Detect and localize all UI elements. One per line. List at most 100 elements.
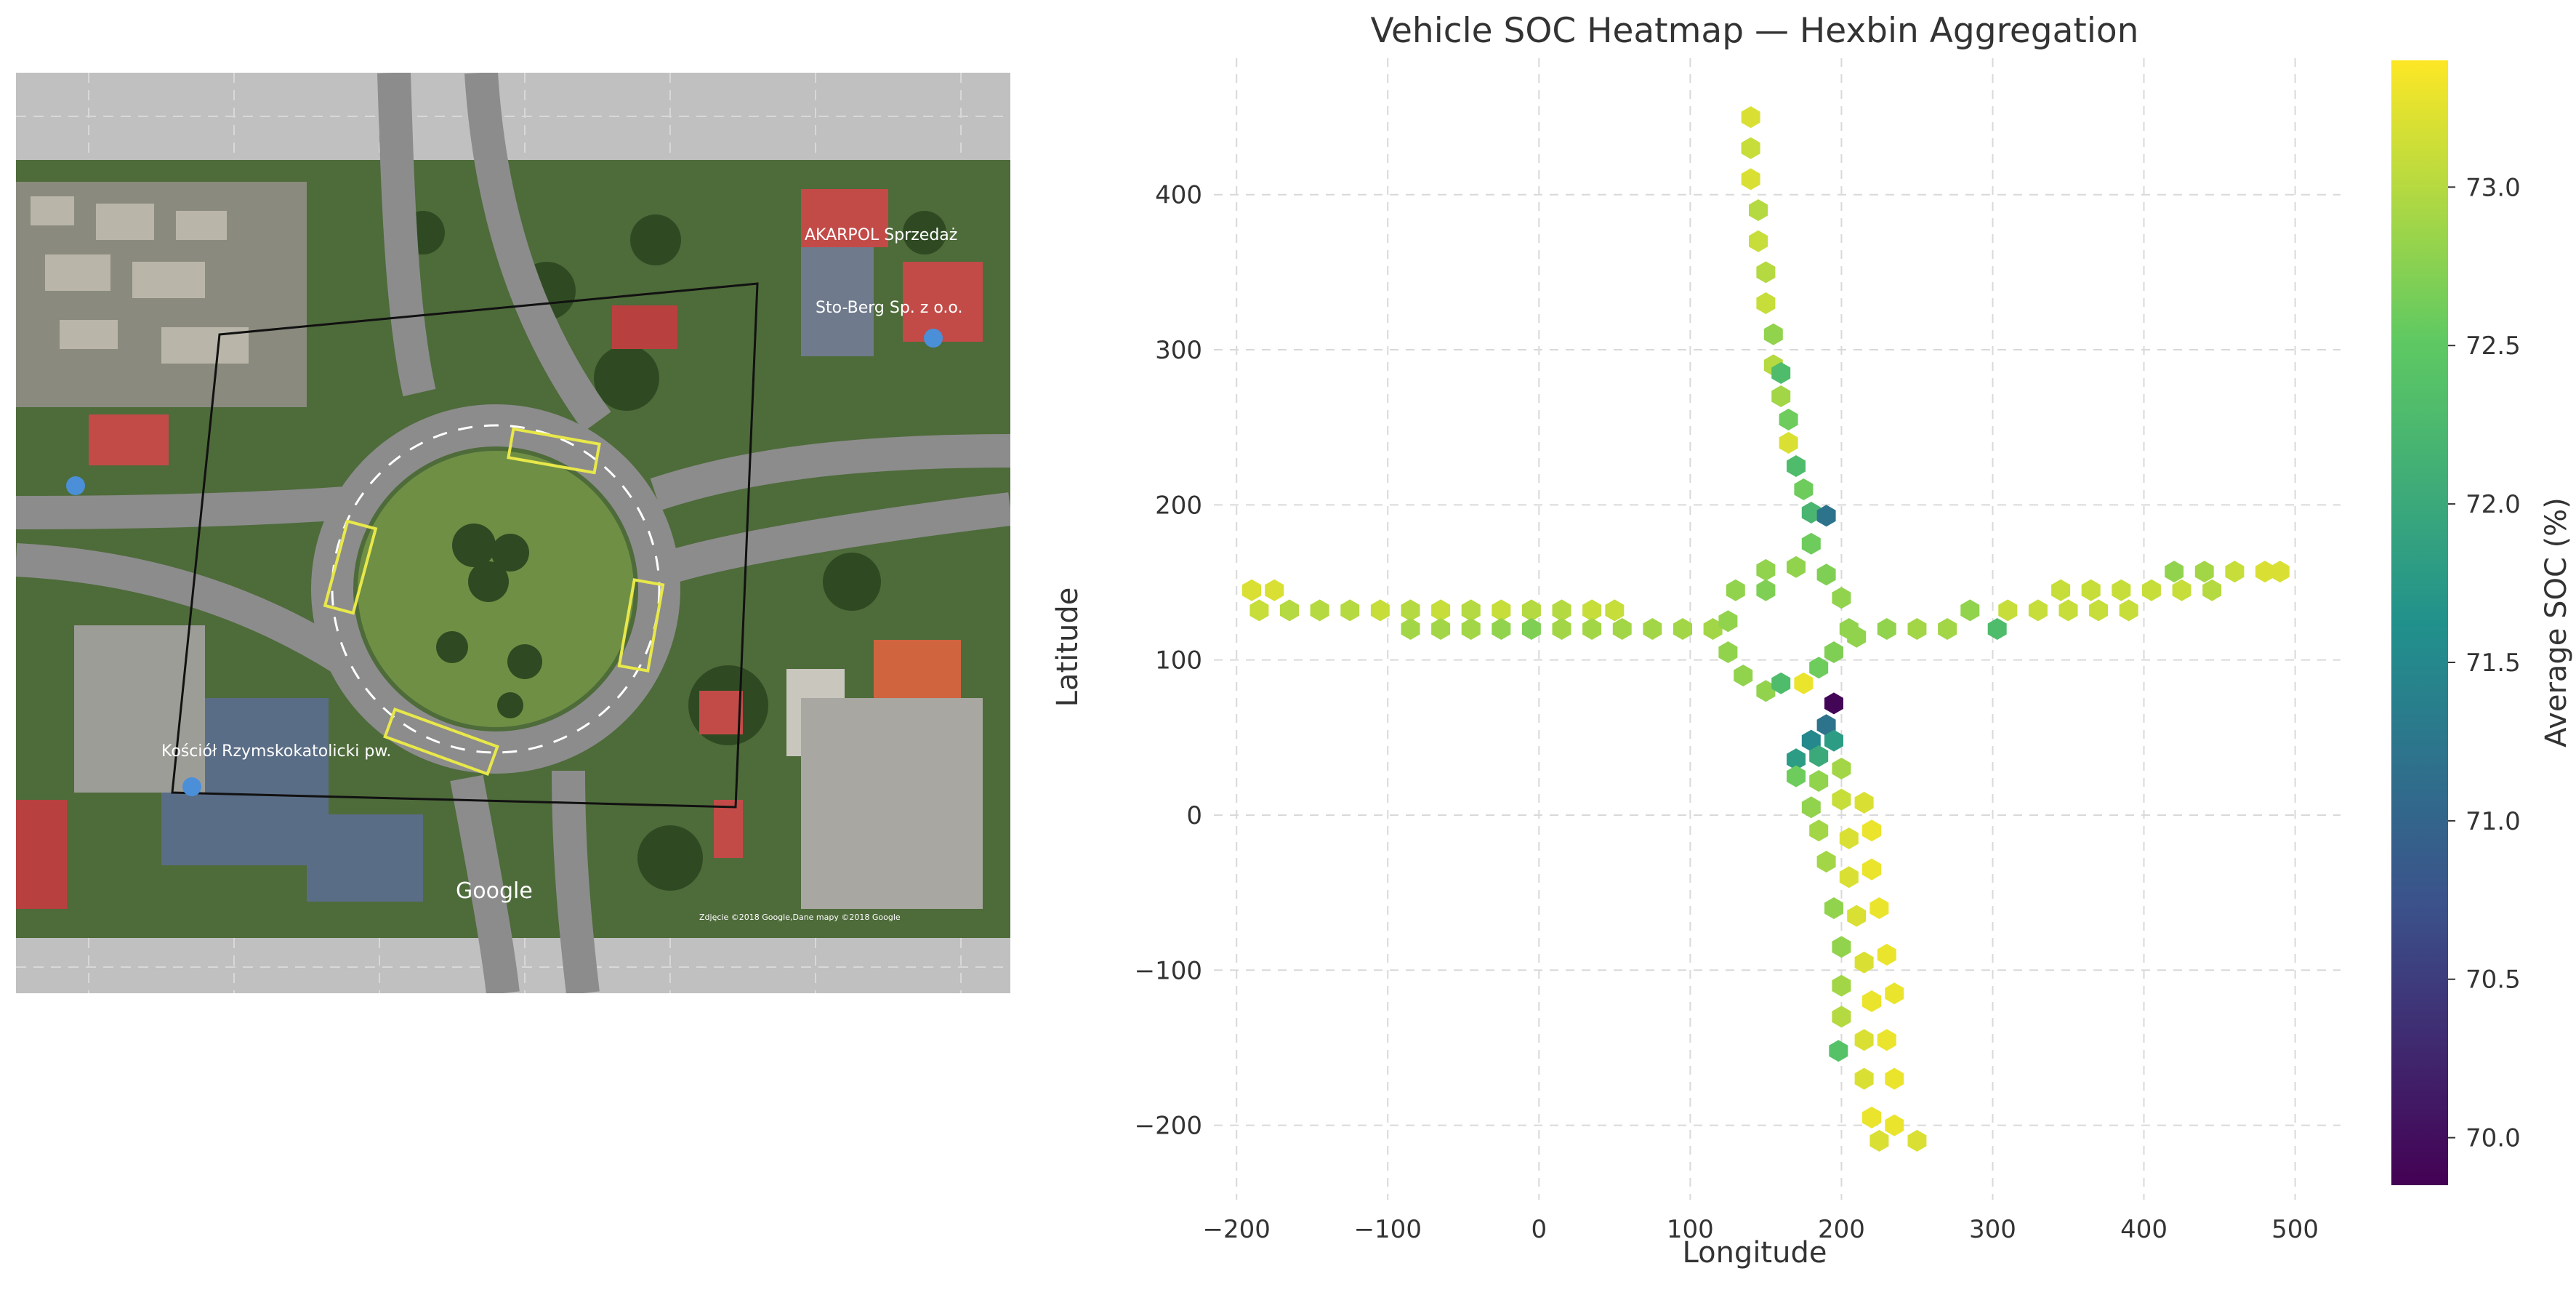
- hexbin-cell: [1832, 788, 1851, 811]
- y-tick-label: −100: [1135, 956, 1202, 985]
- hexbin-cell: [2119, 599, 2138, 622]
- hexbin-cell: [1771, 672, 1791, 694]
- y-tick-label: −200: [1135, 1112, 1202, 1141]
- hexbin-cell: [1771, 385, 1791, 407]
- hexbin-cell: [2172, 579, 2191, 601]
- hexbin-cell: [1960, 599, 1980, 622]
- roundabout-lane-marks: [331, 424, 661, 754]
- hexbin-cell: [1756, 579, 1776, 601]
- hexbin-cell: [2202, 579, 2222, 601]
- island-trees: [436, 524, 542, 718]
- hexbin-cell: [1787, 455, 1806, 477]
- hexbin-cell: [1862, 819, 1881, 842]
- hexbin-cell: [1839, 827, 1859, 849]
- hexbin-cell: [1310, 599, 1329, 622]
- colorbar-tick-label: 71.5: [2466, 649, 2521, 678]
- hexbin-cell: [1340, 599, 1360, 622]
- hexbin-cell: [1862, 990, 1881, 1012]
- hexbin-cell: [1801, 502, 1821, 524]
- hexbin-cell: [1401, 618, 1420, 640]
- hexbin-cell: [1794, 478, 1814, 500]
- roundabout-map-svg: AKARPOL Sprzedaż Sto-Berg Sp. z o.o. Koś…: [16, 73, 1010, 993]
- cemetery-graves: [31, 196, 249, 364]
- church-label: Kościół Rzymskokatolicki pw.: [161, 742, 391, 761]
- map-grid: [16, 73, 1010, 993]
- hexbin-cell: [1907, 618, 1927, 640]
- google-watermark: Google: [456, 878, 533, 904]
- x-tick-label: −100: [1354, 1215, 1422, 1244]
- simulation-boundary: [171, 282, 759, 809]
- parking-lot-east: [801, 698, 983, 909]
- hexbin-cell: [1431, 599, 1451, 622]
- hexbin-cell: [1741, 137, 1760, 159]
- hexbin-cell: [1832, 936, 1851, 958]
- hexbin-cell: [1280, 599, 1299, 622]
- map-attribution: Zdjęcie ©2018 Google,Dane mapy ©2018 Goo…: [699, 913, 901, 922]
- shop-label: AKARPOL Sprzedaż: [805, 226, 957, 244]
- hexbin-cell: [1794, 672, 1814, 694]
- hexbin-cell: [1521, 618, 1541, 640]
- hexbin-cell: [1809, 819, 1829, 842]
- hexbin-cell: [1718, 610, 1738, 633]
- hexbin-cell: [1998, 599, 2018, 622]
- hexbin-cell: [1741, 168, 1760, 191]
- hexbin-layer: [1242, 106, 2290, 1152]
- hexbin-cell: [1370, 599, 1390, 622]
- hexbin-cell: [1763, 323, 1783, 345]
- map-pin-icon: [66, 329, 943, 796]
- colorbar: [2391, 60, 2448, 1185]
- hexbin-cell: [1854, 1067, 1874, 1090]
- hexbin-cell: [1756, 292, 1776, 314]
- x-tick-label: 500: [2271, 1215, 2319, 1244]
- hexbin-cell: [2028, 599, 2048, 622]
- roundabout-aerial-map: AKARPOL Sprzedaż Sto-Berg Sp. z o.o. Koś…: [16, 73, 1010, 993]
- hexbin-cell: [1816, 851, 1836, 873]
- hexbin-cell: [1787, 748, 1806, 771]
- parking-lot: [74, 625, 205, 793]
- soc-hexbin-chart: Vehicle SOC Heatmap — Hexbin Aggregation…: [1032, 0, 2576, 1295]
- hexbin-cell: [1249, 599, 1269, 622]
- hexbin-cell: [1779, 409, 1798, 430]
- hexbin-cell: [1779, 432, 1798, 454]
- y-axis-label: Latitude: [1051, 588, 1084, 707]
- hexbin-cell: [1703, 618, 1723, 640]
- hexbin-cell: [1552, 618, 1571, 640]
- hexbin-cell: [1242, 579, 1261, 601]
- hexbin-cell: [1824, 897, 1843, 919]
- hexbin-cell: [1816, 505, 1836, 527]
- hexbin-cell: [1809, 657, 1829, 679]
- hexbin-cell: [2051, 579, 2071, 601]
- hexbin-cell: [1756, 558, 1776, 581]
- hexbin-cell: [1726, 579, 1745, 601]
- hexbin-cell: [1839, 866, 1859, 889]
- y-tick-label: 200: [1155, 491, 1202, 520]
- hexbin-cell: [1401, 599, 1420, 622]
- hexbin-cell: [1854, 951, 1874, 974]
- hexbin-cell: [1847, 905, 1867, 927]
- hexbin-cell: [1749, 230, 1768, 252]
- hexbin-cell: [1854, 1029, 1874, 1051]
- hexbin-cell: [1809, 770, 1829, 792]
- hexbin-cell: [1869, 897, 1889, 919]
- hexbin-cell: [1718, 641, 1738, 663]
- hexbin-cell: [1801, 532, 1821, 555]
- colorbar-tick-label: 71.0: [2466, 807, 2521, 836]
- hexbin-cell: [1643, 618, 1662, 640]
- hexbin-cell: [1492, 618, 1511, 640]
- business-label: Sto-Berg Sp. z o.o.: [816, 299, 962, 317]
- hexbin-cell: [1552, 599, 1571, 622]
- hexbin-cell: [1877, 944, 1896, 966]
- hexbin-cell: [1816, 564, 1836, 586]
- y-tick-label: 0: [1186, 801, 1202, 830]
- hexbin-cell: [1847, 625, 1867, 648]
- hexbin-cell: [1265, 579, 1284, 601]
- hexbin-cell: [1612, 618, 1632, 640]
- hexbin-cell: [1987, 618, 2007, 640]
- hexbin-cell: [1869, 1129, 1889, 1152]
- hexbin-cell: [1461, 618, 1481, 640]
- hexbin-cell: [1832, 587, 1851, 609]
- hexbin-cell: [1521, 599, 1541, 622]
- hexbin-cell: [1492, 599, 1511, 622]
- hexbin-cell: [1734, 665, 1753, 686]
- hexbin-cell: [2255, 561, 2274, 583]
